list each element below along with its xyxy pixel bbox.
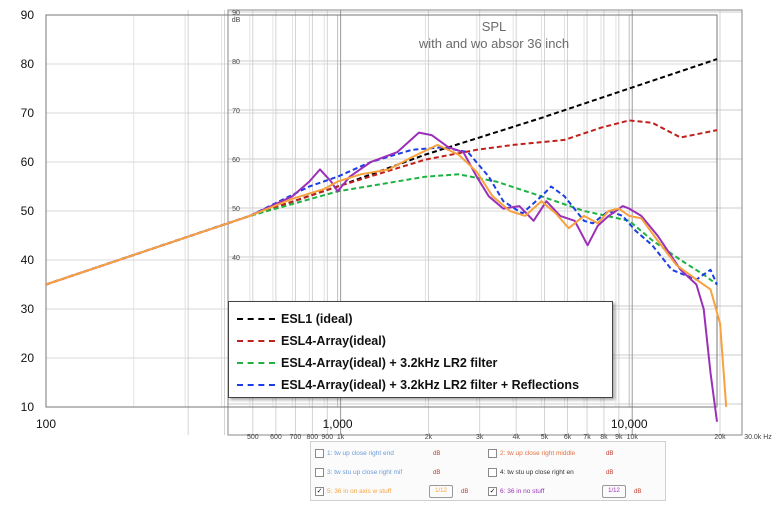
overlay-x-tick-label: 6k xyxy=(564,434,572,441)
trace-label: 4: tw stu up close right en xyxy=(500,469,574,476)
overlay-x-tick-label: 900 xyxy=(321,434,333,441)
trace-row: ✓ 5: 36 in on axis w stuff 1/12 dB ✓ 6: 36 in… xyxy=(315,482,661,501)
y-tick-label: 40 xyxy=(21,253,35,267)
trace-row: 1: tw up close right end dB 2: tw up close… xyxy=(315,444,661,463)
legend-item: ESL4-Array(ideal) + 3.2kHz LR2 filter + … xyxy=(237,374,612,396)
x-tick-label: 1,000 xyxy=(323,417,353,431)
overlay-x-tick-label: 700 xyxy=(290,434,302,441)
x-axis: 100 1,000 10,000 xyxy=(36,417,648,431)
chart-subtitle: with and wo absor 36 inch xyxy=(418,36,569,51)
smoothing-icon[interactable]: 1/12 xyxy=(602,485,626,498)
legend-label: ESL4-Array(ideal) + 3.2kHz LR2 filter xyxy=(281,356,498,370)
overlay-x-tick-label: 4k xyxy=(512,434,520,441)
trace-label: 2: tw up close right middle xyxy=(500,450,576,457)
trace-label: 3: tw stu up close right mif xyxy=(327,469,403,476)
overlay-x-tick-label: 2k xyxy=(425,434,433,441)
overlay-y-tick-label: 90 xyxy=(232,10,240,17)
legend-label: ESL4-Array(ideal) + 3.2kHz LR2 filter + … xyxy=(281,378,580,392)
legend-swatch xyxy=(237,340,275,342)
trace-item: ✓ 5: 36 in on axis w stuff 1/12 dB xyxy=(315,485,488,498)
legend-item: ESL1 (ideal) xyxy=(237,308,612,330)
series-line-6 xyxy=(45,143,728,408)
y-tick-label: 60 xyxy=(21,155,35,169)
trace-checkbox[interactable] xyxy=(315,468,324,477)
y-tick-label: 90 xyxy=(21,8,35,22)
trace-item: 1: tw up close right end dB xyxy=(315,449,488,458)
legend-label: ESL4-Array(ideal) xyxy=(281,334,386,348)
y-tick-label: 70 xyxy=(21,106,35,120)
trace-checkbox[interactable]: ✓ xyxy=(315,487,324,496)
trace-db-unit: dB xyxy=(634,488,642,495)
overlay-x-tick-label: 600 xyxy=(270,434,282,441)
overlay-x-tick-label: 500 xyxy=(247,434,259,441)
main-plot-frame xyxy=(45,14,718,408)
trace-item: ✓ 6: 36 in no stuff 1/12 dB xyxy=(488,485,661,498)
trace-item: 2: tw up close right middle dB xyxy=(488,449,661,458)
trace-selector-panel: 1: tw up close right end dB 2: tw up close… xyxy=(310,441,666,501)
trace-row: 3: tw stu up close right mif dB 4: tw stu … xyxy=(315,463,661,482)
trace-item: 3: tw stu up close right mif dB xyxy=(315,468,488,477)
legend-item: ESL4-Array(ideal) xyxy=(237,330,612,352)
legend: ESL1 (ideal) ESL4-Array(ideal) ESL4-Array(… xyxy=(228,301,613,398)
y-tick-label: 30 xyxy=(21,302,35,316)
series-line-5 xyxy=(45,131,718,422)
trace-checkbox[interactable]: ✓ xyxy=(488,487,497,496)
overlay-x-tick-label: 9k xyxy=(615,434,623,441)
trace-label: 5: 36 in on axis w stuff xyxy=(327,488,392,495)
x-tick-label: 100 xyxy=(36,417,56,431)
trace-db-unit: dB xyxy=(606,469,614,476)
overlay-x-tick-label: 20k xyxy=(714,434,726,441)
overlay-x-tick-label: 5k xyxy=(541,434,549,441)
overlay-x-tick-label: 3k xyxy=(476,434,484,441)
overlay-y-tick-label: 80 xyxy=(232,59,240,66)
overlay-x-tick-label: 7k xyxy=(583,434,591,441)
trace-checkbox[interactable] xyxy=(488,468,497,477)
overlay-y-unit: dB xyxy=(232,17,241,24)
legend-label: ESL1 (ideal) xyxy=(281,312,353,326)
y-tick-label: 10 xyxy=(21,400,35,414)
legend-item: ESL4-Array(ideal) + 3.2kHz LR2 filter xyxy=(237,352,612,374)
trace-db-unit: dB xyxy=(433,469,441,476)
overlay-x-tick-label: 800 xyxy=(307,434,319,441)
overlay-x-tick-label: 30.0k Hz xyxy=(744,434,772,441)
series-line-2 xyxy=(45,119,718,286)
y-axis: 10 20 30 40 50 60 70 80 90 xyxy=(21,8,35,414)
y-tick-label: 20 xyxy=(21,351,35,365)
trace-db-unit: dB xyxy=(461,488,469,495)
trace-label: 1: tw up close right end xyxy=(327,450,394,457)
y-tick-label: 80 xyxy=(21,57,35,71)
x-tick-label: 10,000 xyxy=(611,417,648,431)
trace-checkbox[interactable] xyxy=(315,449,324,458)
trace-item: 4: tw stu up close right en dB xyxy=(488,468,661,477)
trace-checkbox[interactable] xyxy=(488,449,497,458)
overlay-x-tick-label: 1k xyxy=(337,434,345,441)
chart-title: SPL xyxy=(482,19,507,34)
overlay-y-tick-label: 50 xyxy=(232,206,240,213)
y-tick-label: 50 xyxy=(21,204,35,218)
series-line-1 xyxy=(45,58,718,286)
overlay-x-tick-label: 8k xyxy=(600,434,608,441)
series-layer xyxy=(45,58,728,422)
overlay-y-tick-label: 60 xyxy=(232,157,240,164)
smoothing-icon[interactable]: 1/12 xyxy=(429,485,453,498)
trace-db-unit: dB xyxy=(606,450,614,457)
overlay-y-tick-label: 70 xyxy=(232,108,240,115)
overlay-y-tick-label: 40 xyxy=(232,255,240,262)
legend-swatch xyxy=(237,384,275,386)
legend-swatch xyxy=(237,362,275,364)
overlay-x-tick-label: 10k xyxy=(627,434,639,441)
series-line-4 xyxy=(45,146,718,286)
legend-swatch xyxy=(237,318,275,320)
trace-db-unit: dB xyxy=(433,450,441,457)
trace-label: 6: 36 in no stuff xyxy=(500,488,545,495)
